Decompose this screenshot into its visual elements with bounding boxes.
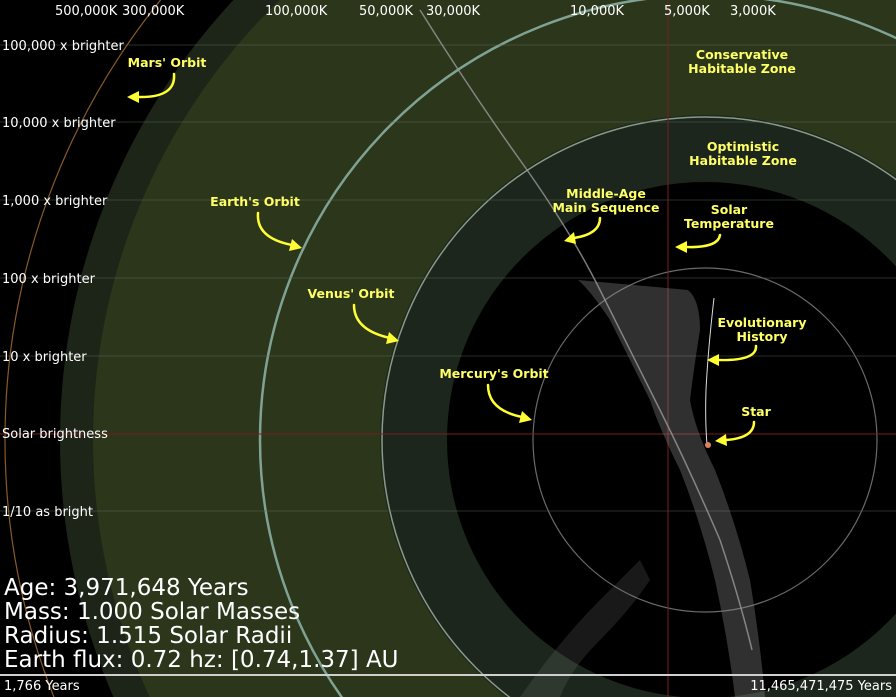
middle-age-label-2: Main Sequence [552, 200, 659, 215]
arrowhead-icon [519, 411, 532, 423]
brightness-axis: 100,000 x brighter 10,000 x brighter 1,0… [2, 39, 125, 520]
star-marker[interactable] [705, 442, 711, 448]
temp-tick: 50,000K [359, 4, 413, 19]
arrowhead-icon [386, 332, 399, 344]
inner-region [447, 182, 896, 697]
brightness-tick: 100,000 x brighter [2, 39, 125, 54]
mars-orbit-arrow [136, 72, 176, 99]
conservative-hz-label-2: Habitable Zone [688, 61, 796, 76]
arrowhead-icon [715, 434, 727, 446]
solar-temperature-label-1: Solar [711, 202, 748, 217]
evolutionary-history-track [705, 297, 715, 446]
venus-orbit-label: Venus' Orbit [308, 286, 395, 301]
brightness-tick: 10,000 x brighter [2, 116, 116, 131]
solar-temperature-label-2: Temperature [684, 216, 774, 231]
arrowhead-icon [127, 91, 139, 103]
brightness-tick: Solar brightness [2, 427, 108, 442]
temp-tick: 3,000K [730, 4, 776, 19]
earth-flux-readout: Earth flux: 0.72 hz: [0.74,1.37] AU [4, 647, 399, 673]
temp-tick: 100,000K [265, 4, 328, 19]
optimistic-hz-label-1: Optimistic [707, 139, 779, 154]
annotations: Mars' Orbit Earth's Orbit Venus' Orbit M… [127, 47, 806, 446]
temperature-axis: 500,000K 300,000K 100,000K 50,000K 30,00… [55, 4, 776, 19]
evolutionary-history-label-1: Evolutionary [718, 315, 807, 330]
star-stats-panel: Age: 3,971,648 Years Mass: 1.000 Solar M… [4, 576, 399, 672]
temp-tick: 10,000K [570, 4, 624, 19]
main-sequence-band [520, 280, 765, 697]
venus-orbit-ring [381, 116, 896, 697]
brightness-tick: 1/10 as bright [2, 505, 93, 520]
evolutionary-history-label-2: History [736, 329, 787, 344]
timeline-end-label: 11,465,471,475 Years [750, 679, 892, 694]
star-label: Star [741, 404, 771, 419]
mass-readout: Mass: 1.000 Solar Masses [4, 599, 301, 625]
radius-readout: Radius: 1.515 Solar Radii [4, 623, 293, 649]
age-readout: Age: 3,971,648 Years [4, 575, 249, 601]
brightness-tick: 100 x brighter [2, 272, 96, 287]
mercury-orbit-label: Mercury's Orbit [439, 366, 548, 381]
earth-orbit-ring [258, 0, 896, 697]
mars-orbit-ring [4, 0, 162, 697]
middle-age-arrow [572, 216, 602, 240]
mars-orbit-label: Mars' Orbit [128, 55, 207, 70]
brightness-grid [0, 44, 896, 512]
timeline-scrubber[interactable] [0, 674, 896, 676]
earth-orbit-label: Earth's Orbit [210, 194, 300, 209]
middle-age-main-sequence-line [419, 9, 753, 651]
solar-temperature-arrow [684, 233, 722, 249]
conservative-hz-label-1: Conservative [696, 47, 788, 62]
temp-tick: 300,000K [122, 4, 185, 19]
mercury-orbit-ring [532, 267, 878, 613]
mercury-orbit-arrow [486, 383, 524, 419]
optimistic-hz-label-2: Habitable Zone [689, 153, 797, 168]
temp-tick: 30,000K [426, 4, 480, 19]
venus-orbit-arrow [352, 303, 392, 340]
brightness-tick: 10 x brighter [2, 350, 87, 365]
temp-tick: 500,000K [55, 4, 118, 19]
middle-age-label-1: Middle-Age [566, 186, 646, 201]
brightness-tick: 1,000 x brighter [2, 194, 108, 209]
timeline-start-label: 1,766 Years [4, 679, 80, 694]
earth-orbit-arrow [256, 211, 294, 247]
star-arrow [724, 420, 756, 442]
arrowhead-icon [289, 239, 302, 251]
arrowhead-icon [564, 232, 576, 244]
arrowhead-icon [707, 354, 719, 366]
arrowhead-icon [675, 241, 687, 253]
temp-tick: 5,000K [664, 4, 710, 19]
evolutionary-history-arrow [716, 344, 758, 362]
